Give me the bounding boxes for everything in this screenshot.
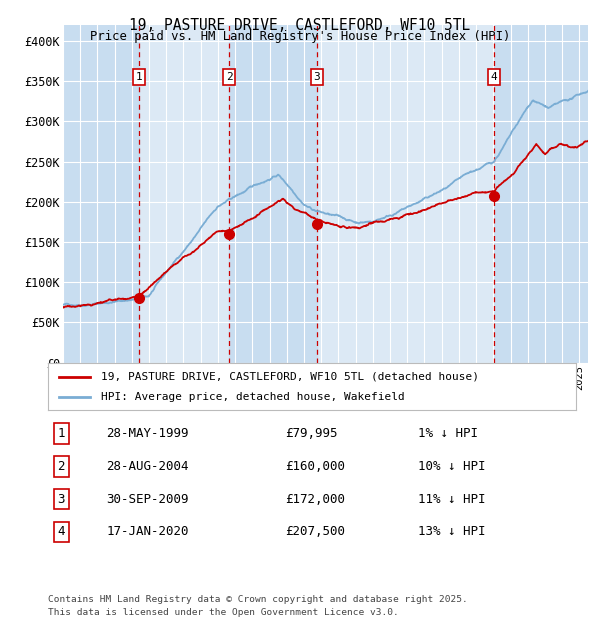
Text: Contains HM Land Registry data © Crown copyright and database right 2025.: Contains HM Land Registry data © Crown c…: [48, 595, 468, 604]
Text: 1: 1: [136, 72, 142, 82]
Text: 30-SEP-2009: 30-SEP-2009: [106, 493, 188, 506]
Text: 10% ↓ HPI: 10% ↓ HPI: [418, 460, 485, 473]
Text: 19, PASTURE DRIVE, CASTLEFORD, WF10 5TL (detached house): 19, PASTURE DRIVE, CASTLEFORD, WF10 5TL …: [101, 371, 479, 381]
Text: 1% ↓ HPI: 1% ↓ HPI: [418, 427, 478, 440]
Text: £207,500: £207,500: [286, 526, 346, 539]
Text: £79,995: £79,995: [286, 427, 338, 440]
Text: 3: 3: [314, 72, 320, 82]
Bar: [229, 25, 317, 363]
Text: 17-JAN-2020: 17-JAN-2020: [106, 526, 188, 539]
Text: 28-MAY-1999: 28-MAY-1999: [106, 427, 188, 440]
Text: 4: 4: [491, 72, 497, 82]
Text: 19, PASTURE DRIVE, CASTLEFORD, WF10 5TL: 19, PASTURE DRIVE, CASTLEFORD, WF10 5TL: [130, 18, 470, 33]
Text: £172,000: £172,000: [286, 493, 346, 506]
Text: 4: 4: [58, 526, 65, 539]
Bar: [494, 25, 588, 363]
Text: 13% ↓ HPI: 13% ↓ HPI: [418, 526, 485, 539]
Text: This data is licensed under the Open Government Licence v3.0.: This data is licensed under the Open Gov…: [48, 608, 399, 617]
Text: HPI: Average price, detached house, Wakefield: HPI: Average price, detached house, Wake…: [101, 392, 404, 402]
Text: Price paid vs. HM Land Registry's House Price Index (HPI): Price paid vs. HM Land Registry's House …: [90, 30, 510, 43]
Text: 11% ↓ HPI: 11% ↓ HPI: [418, 493, 485, 506]
Text: 2: 2: [226, 72, 233, 82]
Text: 28-AUG-2004: 28-AUG-2004: [106, 460, 188, 473]
Bar: [63, 25, 139, 363]
Text: 1: 1: [58, 427, 65, 440]
Text: 2: 2: [58, 460, 65, 473]
Text: 3: 3: [58, 493, 65, 506]
Text: £160,000: £160,000: [286, 460, 346, 473]
